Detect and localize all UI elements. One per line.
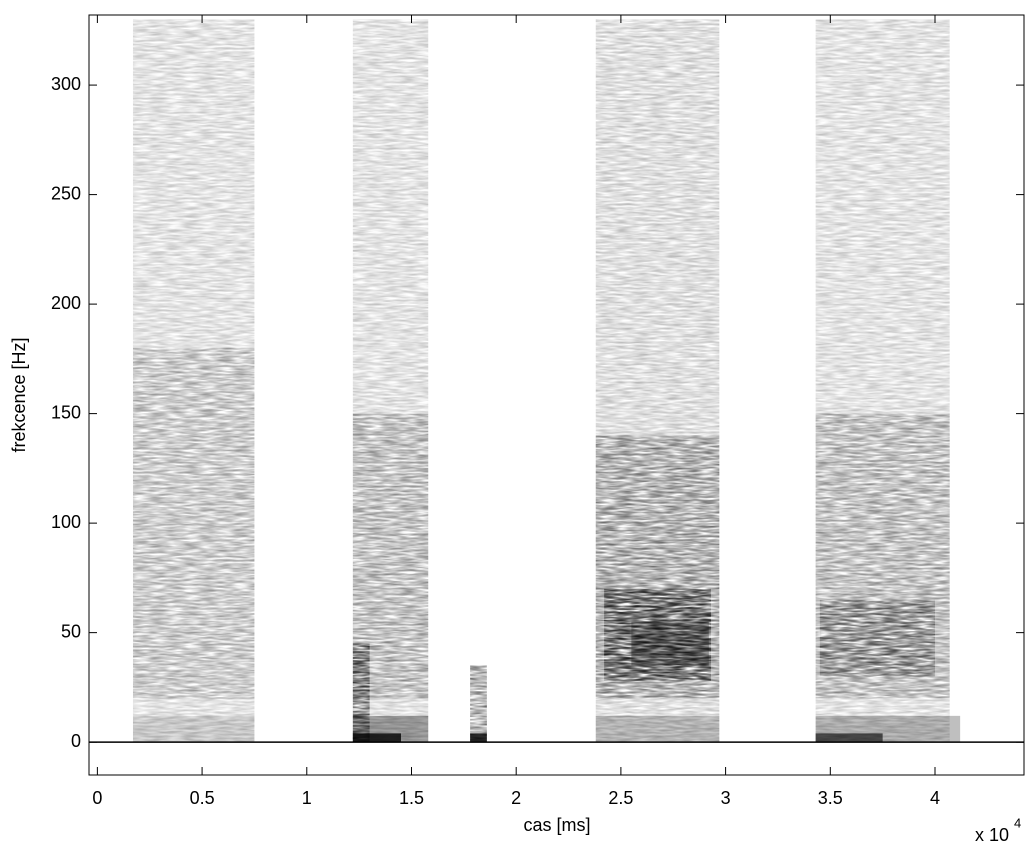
spectral-region: [470, 665, 487, 743]
spectral-region: [470, 733, 487, 743]
y-axis-label: frekcence [Hz]: [9, 337, 29, 452]
x-tick-label: 0.5: [190, 788, 215, 808]
y-tick-label: 250: [51, 183, 81, 203]
spectral-region: [631, 621, 709, 666]
y-tick-label: 50: [61, 621, 81, 641]
y-tick-label: 100: [51, 512, 81, 532]
plot-frame: [88, 14, 1025, 776]
spectral-region: [595, 715, 720, 743]
y-tick-label: 200: [51, 293, 81, 313]
x-tick-label: 1: [302, 788, 312, 808]
spectral-region: [352, 643, 370, 743]
x-tick-label: 1.5: [399, 788, 424, 808]
spectral-region: [815, 733, 883, 743]
y-tick-label: 150: [51, 402, 81, 422]
x-tick-label: 3.5: [818, 788, 843, 808]
x-tick-label: 0: [92, 788, 102, 808]
spectral-region: [132, 347, 255, 699]
spectral-region: [604, 588, 711, 681]
x-multiplier-exponent: 4: [1014, 815, 1021, 830]
spectrogram: [89, 19, 1024, 743]
spectral-region: [132, 715, 255, 743]
x-tick-label: 3: [721, 788, 731, 808]
spectral-region: [352, 733, 402, 743]
x-multiplier: x 10: [975, 825, 1009, 845]
x-tick-label: 4: [930, 788, 940, 808]
x-tick-label: 2.5: [608, 788, 633, 808]
x-axis-label: cas [ms]: [523, 815, 590, 835]
x-tick-label: 2: [511, 788, 521, 808]
y-tick-label: 300: [51, 74, 81, 94]
y-tick-label: 0: [71, 731, 81, 751]
spectral-region: [819, 599, 936, 677]
